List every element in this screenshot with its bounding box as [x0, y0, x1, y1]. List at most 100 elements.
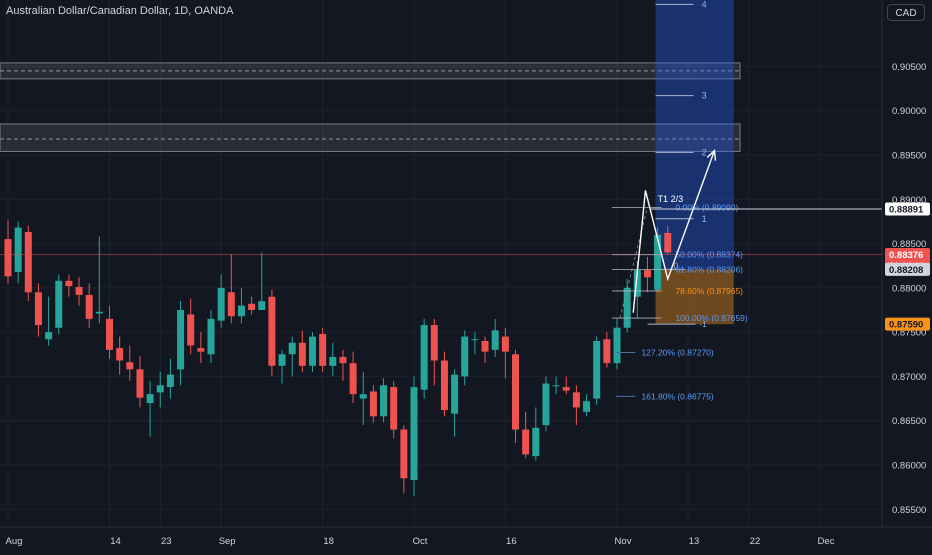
candle[interactable]	[227, 292, 235, 317]
fib-label: 78.60% (0.87965)	[675, 286, 743, 296]
fib-label: 100.00% (0.87659)	[675, 313, 747, 323]
candle[interactable]	[603, 339, 611, 364]
candle[interactable]	[664, 232, 672, 253]
time-axis[interactable]	[0, 527, 932, 550]
price-label-value: 0.87590	[889, 320, 923, 331]
candle[interactable]	[126, 362, 134, 370]
candle[interactable]	[34, 292, 42, 326]
candle[interactable]	[177, 310, 185, 370]
candle[interactable]	[309, 336, 316, 366]
symbol-legend[interactable]: Australian Dollar/Canadian Dollar, 1D, O…	[6, 5, 234, 17]
candle[interactable]	[217, 287, 225, 321]
candle[interactable]	[380, 385, 388, 417]
y-tick-label: 0.87000	[892, 372, 926, 383]
price-label[interactable]	[885, 317, 930, 331]
fib-label: 50.00% (0.88374)	[675, 250, 743, 260]
x-tick-label: Dec	[818, 536, 835, 547]
candle[interactable]	[430, 325, 438, 361]
y-tick-label: 0.86000	[892, 461, 926, 472]
x-tick-label: 22	[750, 536, 761, 547]
candle[interactable]	[329, 356, 337, 366]
path-arrowhead	[706, 149, 717, 161]
candle[interactable]	[420, 325, 428, 390]
candle[interactable]	[542, 383, 550, 426]
candle[interactable]	[288, 342, 296, 355]
candle[interactable]	[14, 227, 22, 272]
candle[interactable]	[491, 330, 499, 350]
price-label-value: 0.88208	[889, 265, 923, 276]
candle[interactable]	[390, 387, 398, 430]
target-zone[interactable]	[655, 0, 734, 270]
price-label[interactable]	[885, 202, 930, 216]
candle[interactable]	[552, 385, 560, 387]
candle[interactable]	[643, 270, 651, 278]
candle[interactable]	[4, 239, 12, 277]
candle[interactable]	[278, 354, 286, 366]
candle[interactable]	[24, 232, 32, 293]
candle[interactable]	[85, 294, 93, 319]
candle[interactable]	[440, 360, 448, 411]
candle[interactable]	[65, 280, 73, 287]
y-tick-label: 0.86500	[892, 416, 926, 427]
candle[interactable]	[75, 286, 83, 295]
candle[interactable]	[562, 387, 570, 391]
price-label[interactable]	[885, 262, 930, 276]
price-label-value: 0.88376	[889, 250, 923, 261]
candle[interactable]	[55, 280, 63, 328]
y-tick-label: 0.89500	[892, 151, 926, 162]
y-tick-label: 0.88000	[892, 283, 926, 294]
candle[interactable]	[136, 369, 144, 398]
x-tick-label: 16	[506, 536, 517, 547]
candle[interactable]	[319, 333, 327, 366]
fib-trend-line[interactable]	[619, 207, 648, 319]
currency-button[interactable]: CAD	[887, 4, 925, 21]
projected-path[interactable]	[632, 150, 716, 313]
candle[interactable]	[461, 336, 469, 377]
candle[interactable]	[187, 314, 195, 346]
resistance-zone[interactable]	[0, 62, 741, 80]
candle[interactable]	[451, 374, 459, 414]
target-label: 1	[702, 214, 707, 224]
candle[interactable]	[116, 348, 124, 361]
resistance-zone[interactable]	[0, 123, 741, 152]
candle[interactable]	[248, 303, 256, 310]
candle[interactable]	[298, 342, 306, 366]
y-tick-label: 0.85500	[892, 505, 926, 516]
candle[interactable]	[522, 429, 530, 455]
candle[interactable]	[583, 401, 591, 412]
candle[interactable]	[258, 301, 266, 310]
candle[interactable]	[410, 387, 418, 481]
candle[interactable]	[349, 363, 357, 395]
target-label: 3	[702, 91, 707, 101]
candle[interactable]	[481, 341, 489, 352]
candle[interactable]	[572, 392, 580, 408]
candle[interactable]	[237, 305, 245, 317]
candle[interactable]	[146, 394, 154, 403]
candle[interactable]	[369, 391, 377, 417]
candle[interactable]	[633, 270, 641, 297]
candle[interactable]	[501, 336, 509, 352]
fib-label: 127.20% (0.87270)	[641, 348, 713, 358]
candle[interactable]	[593, 341, 601, 399]
candle[interactable]	[95, 311, 103, 314]
candle[interactable]	[400, 429, 408, 479]
candle[interactable]	[45, 332, 53, 340]
candle[interactable]	[106, 318, 113, 350]
candle[interactable]	[512, 354, 519, 430]
candle[interactable]	[156, 385, 164, 393]
candle[interactable]	[268, 296, 276, 366]
candle[interactable]	[197, 348, 205, 352]
candle[interactable]	[471, 339, 479, 341]
candle[interactable]	[613, 327, 621, 364]
candle[interactable]	[532, 427, 540, 457]
candle[interactable]	[654, 234, 662, 290]
stop-marker: -1	[700, 320, 708, 329]
candle[interactable]	[623, 287, 631, 328]
y-tick-label: 0.89000	[892, 195, 926, 206]
candle[interactable]	[359, 394, 367, 399]
candle[interactable]	[207, 318, 215, 355]
candle[interactable]	[339, 356, 347, 364]
candle[interactable]	[166, 374, 174, 388]
